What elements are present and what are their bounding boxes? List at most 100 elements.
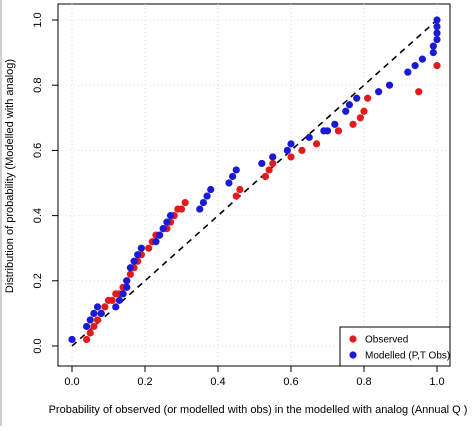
point-series1-37 bbox=[353, 94, 361, 102]
point-series0-31 bbox=[269, 159, 277, 168]
point-series0-25 bbox=[177, 205, 186, 213]
y-tick-label-2: 0.4 bbox=[32, 208, 44, 223]
point-series0-39 bbox=[364, 94, 372, 102]
point-series1-4 bbox=[93, 303, 102, 311]
legend-marker-observed bbox=[349, 335, 357, 343]
point-series1-30 bbox=[287, 140, 295, 148]
point-series1-39 bbox=[385, 81, 394, 89]
point-series1-24 bbox=[225, 179, 233, 187]
point-series1-8 bbox=[119, 290, 127, 298]
point-series0-2 bbox=[90, 322, 98, 331]
y-tick-label-4: 0.8 bbox=[32, 78, 44, 93]
point-series1-38 bbox=[375, 88, 383, 96]
point-series0-0 bbox=[83, 335, 91, 344]
point-series0-34 bbox=[312, 140, 321, 148]
legend-box bbox=[339, 326, 451, 367]
point-series0-7 bbox=[108, 296, 116, 304]
point-series1-12 bbox=[130, 257, 138, 265]
point-series1-44 bbox=[429, 42, 437, 50]
point-series1-0 bbox=[68, 335, 76, 344]
legend: Observed Modelled (P,T Obs) bbox=[339, 326, 451, 367]
point-series0-37 bbox=[356, 114, 364, 122]
point-series1-47 bbox=[433, 22, 441, 31]
point-series1-13 bbox=[134, 251, 142, 259]
point-series1-22 bbox=[203, 192, 211, 200]
point-series1-45 bbox=[433, 35, 441, 44]
point-series0-12 bbox=[126, 270, 134, 278]
y-tick-label-3: 0.6 bbox=[32, 143, 44, 158]
point-series1-3 bbox=[90, 309, 98, 317]
legend-label-observed: Observed bbox=[365, 335, 408, 346]
point-series1-34 bbox=[331, 120, 339, 128]
point-series0-40 bbox=[415, 88, 423, 96]
point-series1-21 bbox=[199, 198, 207, 207]
point-series0-30 bbox=[265, 166, 273, 174]
point-series1-9 bbox=[123, 283, 131, 291]
point-series0-3 bbox=[93, 316, 102, 324]
y-tick-label-1: 0.2 bbox=[32, 273, 44, 288]
x-axis: 0.0 0.2 0.4 0.6 0.8 1.0 bbox=[64, 365, 445, 388]
point-series0-1 bbox=[86, 329, 94, 337]
point-series1-23 bbox=[207, 185, 215, 194]
point-series1-18 bbox=[163, 218, 171, 226]
point-series0-16 bbox=[145, 244, 153, 252]
x-tick-label-4: 0.8 bbox=[356, 376, 371, 388]
x-axis-label: Probability of observed (or modelled wit… bbox=[49, 404, 468, 416]
point-series1-46 bbox=[433, 29, 441, 37]
x-tick-label-0: 0.0 bbox=[64, 376, 79, 388]
x-tick-label-3: 0.6 bbox=[283, 376, 298, 388]
point-series1-2 bbox=[86, 316, 94, 324]
point-series1-15 bbox=[152, 238, 160, 246]
point-series0-32 bbox=[287, 153, 295, 161]
point-series0-38 bbox=[360, 107, 368, 115]
point-series0-36 bbox=[349, 120, 357, 128]
legend-label-modelled: Modelled (P,T Obs) bbox=[365, 351, 450, 362]
point-series1-20 bbox=[196, 205, 204, 213]
point-series1-42 bbox=[418, 55, 426, 63]
point-series1-41 bbox=[411, 62, 419, 70]
point-series0-35 bbox=[334, 127, 343, 135]
point-series1-27 bbox=[258, 159, 266, 168]
point-series1-29 bbox=[283, 146, 291, 154]
x-tick-label-5: 1.0 bbox=[429, 376, 444, 388]
point-series0-41 bbox=[433, 62, 441, 70]
point-series1-19 bbox=[166, 212, 175, 220]
point-series0-33 bbox=[298, 146, 306, 154]
point-series1-14 bbox=[137, 244, 145, 252]
legend-marker-modelled bbox=[349, 351, 357, 359]
point-series0-26 bbox=[181, 198, 189, 207]
point-series1-31 bbox=[305, 133, 313, 141]
grid-lines bbox=[58, 4, 450, 366]
data-points bbox=[68, 16, 441, 344]
x-tick-label-1: 0.2 bbox=[137, 376, 152, 388]
point-series1-7 bbox=[115, 296, 124, 304]
left-edge-divider bbox=[0, 0, 2, 426]
point-series1-16 bbox=[156, 231, 164, 239]
point-series0-5 bbox=[101, 303, 109, 311]
point-series1-36 bbox=[345, 101, 353, 109]
point-series1-43 bbox=[429, 49, 437, 57]
point-series1-40 bbox=[404, 68, 412, 76]
point-series0-27 bbox=[232, 192, 240, 200]
point-series1-10 bbox=[123, 277, 131, 285]
point-series1-5 bbox=[97, 309, 105, 317]
y-tick-label-0: 0.0 bbox=[32, 338, 44, 353]
point-series1-35 bbox=[342, 107, 350, 115]
y-axis-label: Distribution of probability (Modelled wi… bbox=[4, 59, 16, 293]
point-series1-25 bbox=[229, 172, 237, 181]
point-series1-28 bbox=[269, 153, 277, 161]
point-series1-17 bbox=[159, 225, 167, 233]
point-series0-28 bbox=[236, 185, 244, 194]
point-series1-26 bbox=[232, 166, 240, 174]
x-tick-label-2: 0.4 bbox=[210, 376, 225, 388]
point-series1-33 bbox=[323, 127, 332, 135]
point-series0-29 bbox=[261, 172, 270, 181]
reference-line-1to1 bbox=[71, 19, 438, 347]
point-series1-48 bbox=[433, 16, 441, 24]
point-series1-1 bbox=[83, 322, 91, 331]
point-series1-11 bbox=[126, 264, 134, 272]
y-axis: 0.0 0.2 0.4 0.6 0.8 1.0 bbox=[32, 12, 59, 354]
y-tick-label-5: 1.0 bbox=[32, 12, 44, 27]
